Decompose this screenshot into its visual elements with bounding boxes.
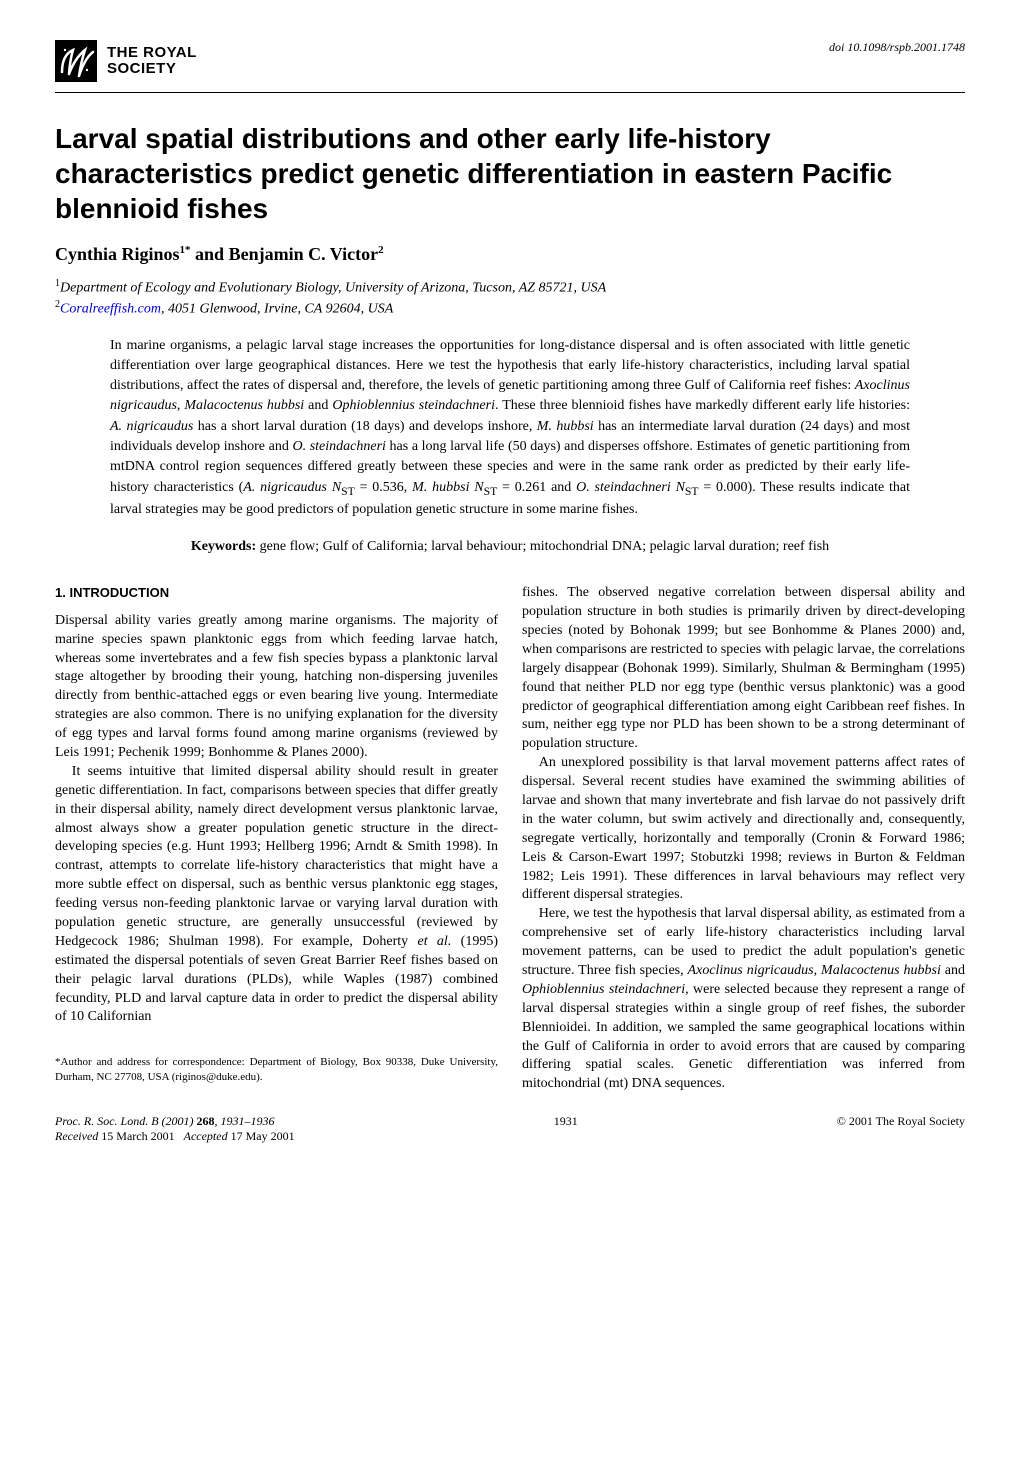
affiliation-1: 1Department of Ecology and Evolutionary …: [55, 277, 965, 298]
body-paragraph: fishes. The observed negative correlatio…: [522, 584, 965, 754]
article-authors: Cynthia Riginos1* and Benjamin C. Victor…: [55, 244, 965, 265]
royal-society-icon: [55, 40, 97, 82]
logo-line-2: SOCIETY: [107, 61, 197, 78]
affiliation-2: 2Coralreeffish.com, 4051 Glenwood, Irvin…: [55, 298, 965, 319]
page-header: THE ROYAL SOCIETY doi 10.1098/rspb.2001.…: [55, 40, 965, 82]
article-abstract: In marine organisms, a pelagic larval st…: [110, 336, 910, 521]
body-columns: 1. INTRODUCTION Dispersal ability varies…: [55, 584, 965, 1094]
body-paragraph: It seems intuitive that limited dispersa…: [55, 763, 498, 1027]
column-left: 1. INTRODUCTION Dispersal ability varies…: [55, 584, 498, 1094]
article-affiliations: 1Department of Ecology and Evolutionary …: [55, 277, 965, 320]
footer-dates: Received 15 March 2001 Accepted 17 May 2…: [55, 1129, 295, 1144]
body-paragraph: Here, we test the hypothesis that larval…: [522, 905, 965, 1094]
keywords-label: Keywords:: [191, 539, 256, 554]
body-paragraph: An unexplored possibility is that larval…: [522, 754, 965, 905]
journal-logo-block: THE ROYAL SOCIETY: [55, 40, 197, 82]
footer-page-number: 1931: [554, 1114, 578, 1129]
header-rule: [55, 92, 965, 93]
article-title: Larval spatial distributions and other e…: [55, 121, 965, 226]
section-heading-introduction: 1. INTRODUCTION: [55, 584, 498, 602]
keywords-text: gene flow; Gulf of California; larval be…: [260, 539, 830, 554]
corresponding-author-footnote: *Author and address for correspondence: …: [55, 1055, 498, 1084]
logo-line-1: THE ROYAL: [107, 45, 197, 62]
journal-logo-text: THE ROYAL SOCIETY: [107, 45, 197, 78]
footer-copyright: © 2001 The Royal Society: [837, 1114, 965, 1129]
article-keywords: Keywords: gene flow; Gulf of California;…: [110, 537, 910, 557]
page-footer: Proc. R. Soc. Lond. B (2001) 268, 1931–1…: [55, 1114, 965, 1144]
column-right: fishes. The observed negative correlatio…: [522, 584, 965, 1094]
body-paragraph: Dispersal ability varies greatly among m…: [55, 612, 498, 763]
doi-text: doi 10.1098/rspb.2001.1748: [829, 40, 965, 55]
footer-journal-info: Proc. R. Soc. Lond. B (2001) 268, 1931–1…: [55, 1114, 295, 1144]
footer-journal-citation: Proc. R. Soc. Lond. B (2001) 268, 1931–1…: [55, 1114, 295, 1129]
